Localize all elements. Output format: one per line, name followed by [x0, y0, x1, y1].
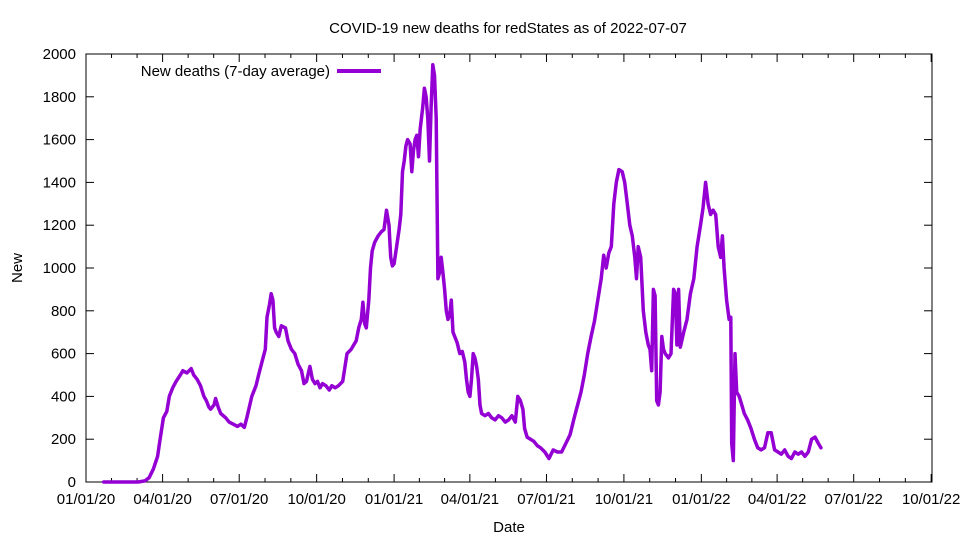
y-tick-label: 800	[51, 303, 76, 320]
x-tick-label: 01/01/22	[672, 491, 730, 508]
x-tick-label: 04/01/22	[748, 491, 806, 508]
x-tick-label: 10/01/22	[902, 491, 960, 508]
x-tick-label: 01/01/20	[57, 491, 115, 508]
x-axis-title: Date	[493, 519, 525, 536]
x-tick-label: 07/01/20	[210, 491, 268, 508]
y-tick-label: 0	[68, 474, 76, 491]
y-tick-label: 1000	[43, 260, 76, 277]
y-tick-label: 2000	[43, 46, 76, 63]
series-group	[101, 62, 823, 484]
x-tick-label: 04/01/21	[441, 491, 499, 508]
y-axis-title: New	[9, 253, 26, 283]
y-tick-label: 600	[51, 346, 76, 363]
x-tick-label: 07/01/21	[517, 491, 575, 508]
x-tick-label: 04/01/20	[133, 491, 191, 508]
x-tick-label: 07/01/22	[825, 491, 883, 508]
legend: New deaths (7-day average)	[141, 63, 381, 80]
plot-frame	[85, 53, 933, 483]
legend-label: New deaths (7-day average)	[141, 63, 330, 80]
x-tick-label: 10/01/21	[595, 491, 653, 508]
y-tick-label: 400	[51, 388, 76, 405]
chart-title: COVID-19 new deaths for redStates as of …	[329, 20, 687, 37]
x-tick-label: 01/01/21	[365, 491, 423, 508]
y-tick-label: 1800	[43, 89, 76, 106]
x-tick-label: 10/01/20	[287, 491, 345, 508]
series-line-new-deaths	[101, 62, 823, 484]
y-tick-label: 1400	[43, 174, 76, 191]
y-tick-label: 1600	[43, 132, 76, 149]
y-tick-label: 1200	[43, 217, 76, 234]
tick-labels: 0 200 400 600 800 1000 1200 1400 1600 1800 2000 01/…	[43, 46, 960, 508]
y-tick-label: 200	[51, 431, 76, 448]
